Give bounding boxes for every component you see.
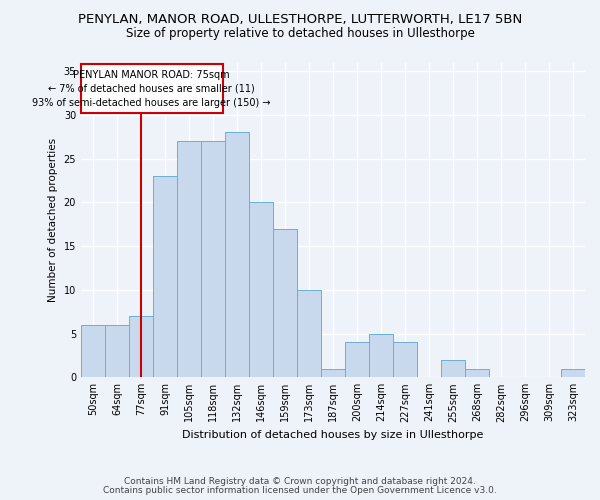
Bar xyxy=(465,368,489,378)
Bar xyxy=(249,202,273,378)
Text: Size of property relative to detached houses in Ullesthorpe: Size of property relative to detached ho… xyxy=(125,28,475,40)
Bar xyxy=(201,141,225,378)
X-axis label: Distribution of detached houses by size in Ullesthorpe: Distribution of detached houses by size … xyxy=(182,430,484,440)
Bar xyxy=(441,360,465,378)
Bar xyxy=(153,176,177,378)
Bar xyxy=(369,334,393,378)
FancyBboxPatch shape xyxy=(81,64,223,113)
Y-axis label: Number of detached properties: Number of detached properties xyxy=(48,138,58,302)
Text: Contains public sector information licensed under the Open Government Licence v3: Contains public sector information licen… xyxy=(103,486,497,495)
Bar xyxy=(393,342,417,378)
Bar xyxy=(105,325,129,378)
Bar xyxy=(273,228,297,378)
Bar xyxy=(225,132,249,378)
Bar xyxy=(81,325,105,378)
Text: Contains HM Land Registry data © Crown copyright and database right 2024.: Contains HM Land Registry data © Crown c… xyxy=(124,477,476,486)
Text: PENYLAN, MANOR ROAD, ULLESTHORPE, LUTTERWORTH, LE17 5BN: PENYLAN, MANOR ROAD, ULLESTHORPE, LUTTER… xyxy=(78,12,522,26)
Bar xyxy=(129,316,153,378)
Bar xyxy=(177,141,201,378)
Bar xyxy=(561,368,585,378)
Bar xyxy=(345,342,369,378)
Bar xyxy=(321,368,345,378)
Text: PENYLAN MANOR ROAD: 75sqm
← 7% of detached houses are smaller (11)
93% of semi-d: PENYLAN MANOR ROAD: 75sqm ← 7% of detach… xyxy=(32,70,271,108)
Bar xyxy=(297,290,321,378)
